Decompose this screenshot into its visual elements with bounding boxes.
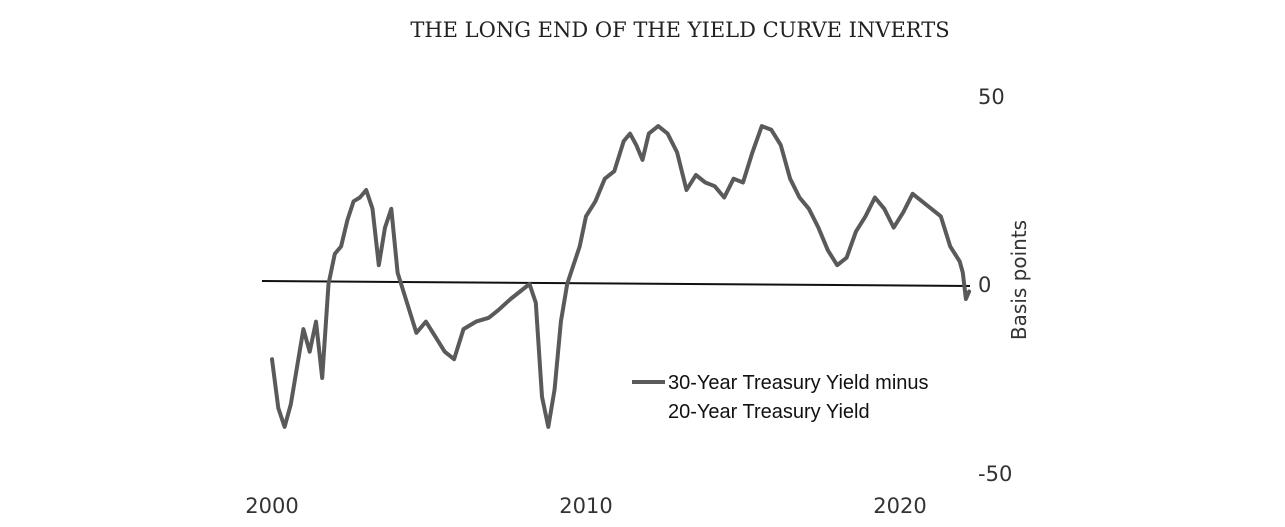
zero-line — [261, 280, 971, 287]
legend: 30-Year Treasury Yield minus 20-Year Tre… — [632, 372, 929, 423]
y-tick-label: 0 — [978, 273, 991, 297]
y-tick-label: 50 — [978, 85, 1005, 109]
x-axis-ticks: 2000 2010 2020 — [245, 494, 926, 518]
legend-label-line-2: 20-Year Treasury Yield — [668, 401, 870, 423]
x-tick-label: 2020 — [873, 494, 926, 518]
y-tick-label: -50 — [978, 462, 1012, 486]
legend-label-line-1: 30-Year Treasury Yield minus — [668, 372, 929, 394]
chart-title: THE LONG END OF THE YIELD CURVE INVERTS — [410, 18, 949, 42]
spread-series-line — [270, 124, 972, 429]
x-tick-label: 2000 — [245, 494, 298, 518]
y-axis-ticks: 50 0 -50 — [978, 85, 1012, 486]
y-axis-label: Basis points — [1007, 220, 1031, 340]
x-tick-label: 2010 — [559, 494, 612, 518]
